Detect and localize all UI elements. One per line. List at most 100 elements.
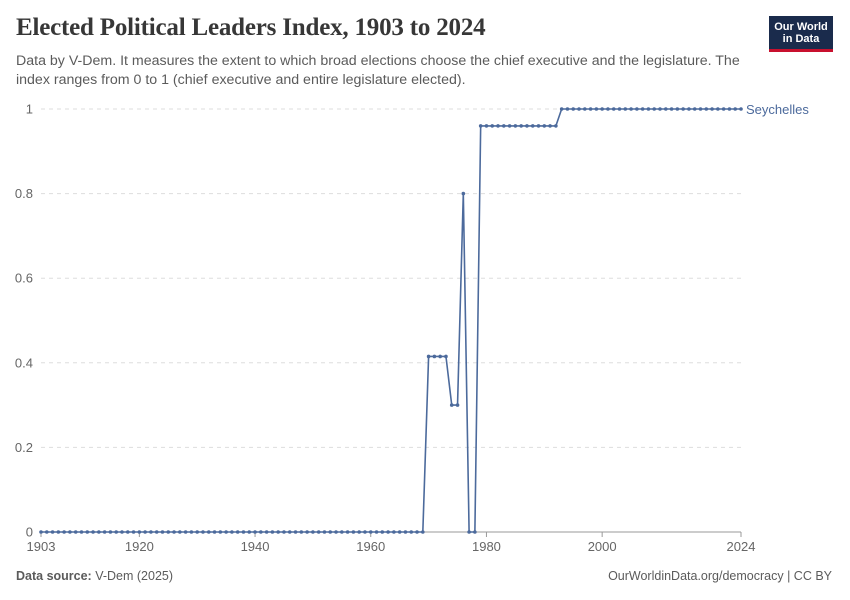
data-point xyxy=(675,107,680,111)
data-point xyxy=(259,530,263,534)
data-point xyxy=(276,530,280,534)
x-tick-label: 1920 xyxy=(125,539,154,554)
data-point xyxy=(444,354,448,359)
data-point xyxy=(322,530,327,534)
data-point xyxy=(363,530,367,534)
data-point xyxy=(50,530,55,534)
data-point xyxy=(143,530,147,534)
x-tick-label: 1903 xyxy=(27,539,56,554)
data-point xyxy=(438,354,442,359)
data-point xyxy=(687,107,691,111)
data-point xyxy=(386,530,390,534)
y-tick-label: 0.4 xyxy=(15,355,33,370)
data-point xyxy=(39,530,43,534)
data-point xyxy=(646,107,651,111)
data-point xyxy=(600,107,604,111)
series-label: Seychelles xyxy=(746,102,809,117)
y-tick-label: 0.8 xyxy=(15,186,33,201)
data-point xyxy=(120,530,124,534)
data-point xyxy=(606,107,610,111)
data-point xyxy=(415,530,419,534)
data-point xyxy=(56,530,61,534)
x-tick-label: 2000 xyxy=(588,539,617,554)
data-point xyxy=(548,124,552,128)
data-point xyxy=(536,124,541,128)
data-point xyxy=(484,124,489,128)
data-point xyxy=(455,403,460,407)
data-point xyxy=(542,124,547,128)
data-point xyxy=(368,530,373,534)
data-source-label: Data source: xyxy=(16,569,92,583)
data-point xyxy=(97,530,101,534)
data-point xyxy=(345,530,350,534)
data-point xyxy=(235,530,240,534)
data-point xyxy=(554,124,558,128)
series-line xyxy=(41,108,741,533)
data-point xyxy=(640,107,645,111)
chart-title: Elected Political Leaders Index, 1903 to… xyxy=(16,14,486,41)
data-point xyxy=(218,530,223,534)
data-point xyxy=(264,530,269,534)
data-point xyxy=(698,107,703,111)
data-point xyxy=(351,530,356,534)
data-point xyxy=(559,107,564,111)
data-point xyxy=(652,107,657,111)
x-tick-label: 1980 xyxy=(472,539,501,554)
x-tick-label: 1940 xyxy=(241,539,270,554)
data-point xyxy=(594,107,599,111)
data-point xyxy=(334,530,338,534)
data-point xyxy=(473,530,477,534)
data-source-value[interactable]: V-Dem (2025) xyxy=(95,569,174,583)
data-point xyxy=(449,403,454,407)
data-point xyxy=(125,530,130,534)
data-point xyxy=(270,530,275,534)
data-point xyxy=(588,107,593,111)
data-point xyxy=(421,530,425,534)
data-point xyxy=(160,530,165,534)
data-source: Data source: V-Dem (2025) xyxy=(16,569,173,583)
data-point xyxy=(195,530,199,534)
data-point xyxy=(131,530,136,534)
axes: 0 0.2 0.4 0.6 0.8 1 1903 1920 1940 1960 1980 2000 20… xyxy=(15,102,756,555)
data-point xyxy=(293,530,298,534)
data-point xyxy=(305,530,309,534)
data-point xyxy=(212,530,217,534)
data-point xyxy=(461,191,466,196)
data-point xyxy=(739,107,743,111)
data-point xyxy=(241,530,246,534)
data-point xyxy=(253,530,257,534)
data-point xyxy=(392,530,396,534)
data-point xyxy=(201,530,205,534)
data-point xyxy=(727,107,732,111)
y-tick-label: 0.6 xyxy=(15,271,33,286)
data-point xyxy=(721,107,726,111)
data-point xyxy=(68,530,72,534)
data-point xyxy=(478,124,483,128)
data-point xyxy=(44,530,49,534)
data-point xyxy=(206,530,211,534)
data-point xyxy=(583,107,587,111)
data-point xyxy=(357,530,361,534)
data-point xyxy=(189,530,194,534)
data-point xyxy=(154,530,159,534)
data-point xyxy=(73,530,78,534)
data-point xyxy=(137,530,142,534)
owid-logo[interactable]: Our World in Data xyxy=(769,16,833,52)
y-tick-label: 0.2 xyxy=(15,440,33,455)
data-point xyxy=(635,107,639,111)
data-point xyxy=(658,107,662,111)
data-point xyxy=(692,107,697,111)
x-tick-label: 1960 xyxy=(356,539,385,554)
y-tick-label: 0 xyxy=(26,525,33,540)
credit-link[interactable]: OurWorldinData.org/democracy | CC BY xyxy=(608,569,832,583)
data-point xyxy=(328,530,333,534)
data-point xyxy=(166,530,171,534)
data-point xyxy=(704,107,709,111)
data-point xyxy=(224,530,228,534)
data-point xyxy=(617,107,622,111)
data-point xyxy=(91,530,95,534)
data-point xyxy=(663,107,668,111)
data-point xyxy=(525,124,529,128)
data-point xyxy=(230,530,234,534)
